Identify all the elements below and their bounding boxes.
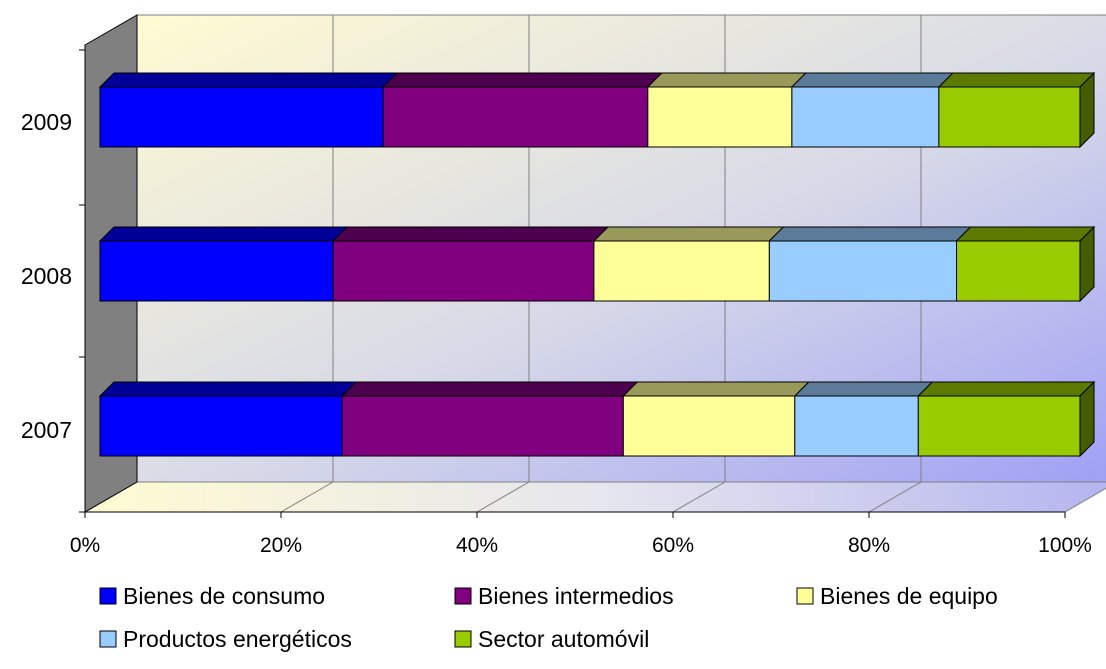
axes: 2007 2008 2009 0% 20% 40% 60% 80% 100% — [21, 49, 1092, 557]
gridline — [476, 15, 530, 513]
legend-label: Sector automóvil — [478, 626, 649, 652]
legend-swatch — [454, 587, 472, 605]
category-label-2009: 2009 — [21, 109, 72, 135]
gridline — [868, 15, 922, 513]
bar-side-2008 — [1079, 225, 1095, 303]
legend-swatch — [796, 587, 814, 605]
bar-top-2009-bienes-de-consumo — [98, 72, 399, 88]
bar-2009-bienes-de-consumo — [99, 86, 384, 148]
bar-2009-productos-energeticos — [791, 86, 940, 148]
bar-2008-bienes-de-equipo — [593, 240, 770, 302]
bar-top-2007-sector-automovil — [917, 381, 1096, 397]
legend-label: Bienes de equipo — [820, 583, 998, 609]
bar-2008-productos-energeticos — [768, 240, 958, 302]
x-tick-label: 20% — [260, 534, 302, 557]
bar-top-2009-sector-automovil — [937, 72, 1096, 88]
bar-top-2008-productos-energeticos — [768, 226, 972, 242]
x-tick-label: 100% — [1038, 534, 1092, 557]
bar-2007-bienes-de-equipo — [622, 395, 796, 457]
bar-top-2008-bienes-de-equipo — [592, 226, 785, 242]
bar-2008-bienes-de-consumo — [99, 240, 334, 302]
legend-swatch — [99, 630, 117, 648]
bar-2008-bienes-intermedios — [332, 240, 595, 302]
bar-group-2007 — [98, 380, 1096, 458]
bar-2007-productos-energeticos — [794, 395, 919, 457]
legend-item-bienes-de-consumo: Bienes de consumo — [99, 583, 325, 609]
legend-item-sector-automovil: Sector automóvil — [454, 626, 649, 652]
bar-side-2007 — [1079, 380, 1095, 458]
bar-top-2008-bienes-intermedios — [332, 226, 610, 242]
legend-label: Productos energéticos — [123, 626, 352, 652]
legend: Bienes de consumo Bienes intermedios Biene… — [99, 583, 998, 652]
bar-top-2009-bienes-intermedios — [382, 72, 664, 88]
bar-top-2009-productos-energeticos — [790, 72, 955, 88]
x-tick-label: 80% — [848, 534, 890, 557]
bar-side-2009 — [1079, 71, 1095, 149]
legend-swatch — [99, 587, 117, 605]
bar-2007-bienes-intermedios — [341, 395, 624, 457]
bar-2009-bienes-intermedios — [382, 86, 649, 148]
legend-item-bienes-intermedios: Bienes intermedios — [454, 583, 674, 609]
bar-top-2009-bienes-de-equipo — [646, 72, 808, 88]
category-label-2008: 2008 — [21, 263, 72, 289]
bar-2008-sector-automovil — [956, 240, 1081, 302]
bar-2007-sector-automovil — [917, 395, 1081, 457]
legend-item-bienes-de-equipo: Bienes de equipo — [796, 583, 998, 609]
bar-top-2007-bienes-intermedios — [340, 381, 639, 397]
bar-group-2008 — [98, 225, 1096, 303]
bar-2009-sector-automovil — [938, 86, 1081, 148]
floor — [83, 481, 1106, 513]
bar-top-2008-sector-automovil — [955, 226, 1096, 242]
gridlines — [280, 15, 922, 513]
legend-item-productos-energeticos: Productos energéticos — [99, 626, 352, 652]
bar-top-2008-bienes-de-consumo — [98, 226, 349, 242]
bars — [98, 71, 1096, 458]
bar-top-2007-productos-energeticos — [793, 381, 934, 397]
bar-top-2007-bienes-de-consumo — [98, 381, 358, 397]
bar-2007-bienes-de-consumo — [99, 395, 343, 457]
bar-2009-bienes-de-equipo — [647, 86, 793, 148]
legend-swatch — [454, 630, 472, 648]
bar-group-2009 — [98, 71, 1096, 149]
legend-label: Bienes de consumo — [123, 583, 325, 609]
gridline — [280, 15, 334, 513]
gridline — [672, 15, 726, 513]
legend-label: Bienes intermedios — [478, 583, 674, 609]
category-label-2007: 2007 — [21, 417, 72, 443]
x-tick-label: 40% — [456, 534, 498, 557]
bar-top-2007-bienes-de-equipo — [622, 381, 811, 397]
x-tick-label: 0% — [70, 534, 100, 557]
x-tick-label: 60% — [652, 534, 694, 557]
